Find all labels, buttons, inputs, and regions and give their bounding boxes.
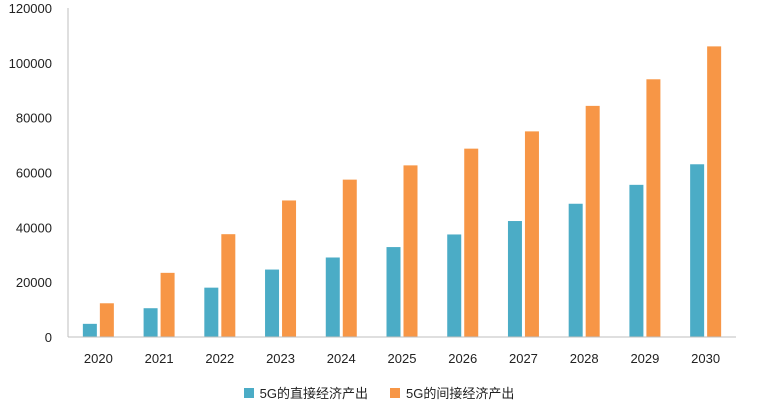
bar-direct xyxy=(568,203,583,337)
bar-direct xyxy=(204,287,219,337)
y-tick-label: 100000 xyxy=(9,56,52,71)
legend-swatch-direct xyxy=(243,387,254,398)
x-tick-label: 2025 xyxy=(388,351,417,366)
x-tick-label: 2023 xyxy=(266,351,295,366)
x-tick-label: 2022 xyxy=(205,351,234,366)
y-tick-label: 40000 xyxy=(16,220,52,235)
y-tick-label: 20000 xyxy=(16,275,52,290)
y-tick-label: 60000 xyxy=(16,166,52,181)
bar-direct xyxy=(629,184,644,337)
x-axis: 2020 2021 2022 2023 2024 2025 2026 2027 2028 2029… xyxy=(68,336,736,366)
legend-item-indirect: 5G的间接经济产出 xyxy=(390,383,514,402)
bar-direct xyxy=(82,323,97,337)
bar-direct xyxy=(690,164,705,337)
x-tick-label: 2026 xyxy=(448,351,477,366)
bar-indirect xyxy=(99,303,114,337)
x-tick-label: 2028 xyxy=(570,351,599,366)
bar-direct xyxy=(386,247,401,337)
bar-indirect xyxy=(464,148,479,337)
x-tick-label: 2024 xyxy=(327,351,356,366)
legend-item-direct: 5G的直接经济产出 xyxy=(243,383,368,402)
legend: 5G的直接经济产出 5G的间接经济产出 xyxy=(0,383,758,402)
bar-indirect xyxy=(342,179,357,337)
bar-direct xyxy=(447,234,462,337)
y-axis: 0 20000 40000 60000 80000 100000 120000 xyxy=(9,1,69,345)
legend-label-indirect: 5G的间接经济产出 xyxy=(406,386,515,401)
x-tick-label: 2029 xyxy=(630,351,659,366)
bar-indirect xyxy=(221,234,236,337)
bar-indirect xyxy=(282,200,297,337)
legend-label-direct: 5G的直接经济产出 xyxy=(259,386,368,401)
legend-swatch-indirect xyxy=(390,387,400,398)
x-tick-label: 2027 xyxy=(509,351,538,366)
bar-direct xyxy=(325,257,340,337)
bar-indirect xyxy=(707,46,722,338)
x-tick-label: 2021 xyxy=(145,351,174,366)
bar-direct xyxy=(507,221,522,337)
bar-indirect xyxy=(160,272,175,337)
y-tick-label: 80000 xyxy=(16,111,52,126)
x-tick-label: 2020 xyxy=(84,351,113,366)
bar-indirect xyxy=(403,165,418,337)
bar-indirect xyxy=(585,105,600,337)
bar-direct xyxy=(143,308,158,337)
x-tick-label: 2030 xyxy=(691,351,720,366)
bars xyxy=(82,46,722,338)
bar-indirect xyxy=(646,79,661,338)
bar-direct xyxy=(265,269,280,337)
bar-indirect xyxy=(524,131,539,337)
y-tick-label: 0 xyxy=(45,330,52,345)
y-tick-label: 120000 xyxy=(9,1,52,16)
